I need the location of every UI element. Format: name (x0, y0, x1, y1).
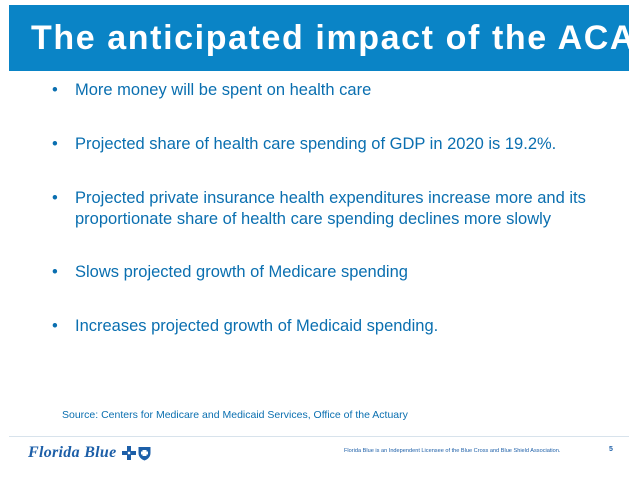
licensee-notice: Florida Blue is an Independent Licensee … (344, 448, 561, 454)
source-note: Source: Centers for Medicare and Medicai… (62, 409, 408, 421)
bullet-item: Projected private insurance health expen… (52, 188, 612, 230)
footer-divider (9, 436, 629, 437)
florida-blue-logo: Florida Blue (28, 442, 151, 464)
page-number: 5 (609, 446, 613, 453)
blue-cross-icon (121, 446, 136, 460)
blue-shield-icon (138, 446, 151, 460)
bullet-item: Slows projected growth of Medicare spend… (52, 262, 612, 283)
bullet-list: More money will be spent on health care … (52, 80, 612, 337)
bullet-item: Increases projected growth of Medicaid s… (52, 316, 612, 337)
logo-marks (121, 446, 151, 461)
logo-wordmark: Florida Blue (28, 444, 117, 461)
title-bar: The anticipated impact of the ACA (9, 5, 637, 71)
slide-title: The anticipated impact of the ACA (31, 19, 637, 57)
bullet-item: More money will be spent on health care (52, 80, 612, 101)
bullet-item: Projected share of health care spending … (52, 134, 612, 155)
